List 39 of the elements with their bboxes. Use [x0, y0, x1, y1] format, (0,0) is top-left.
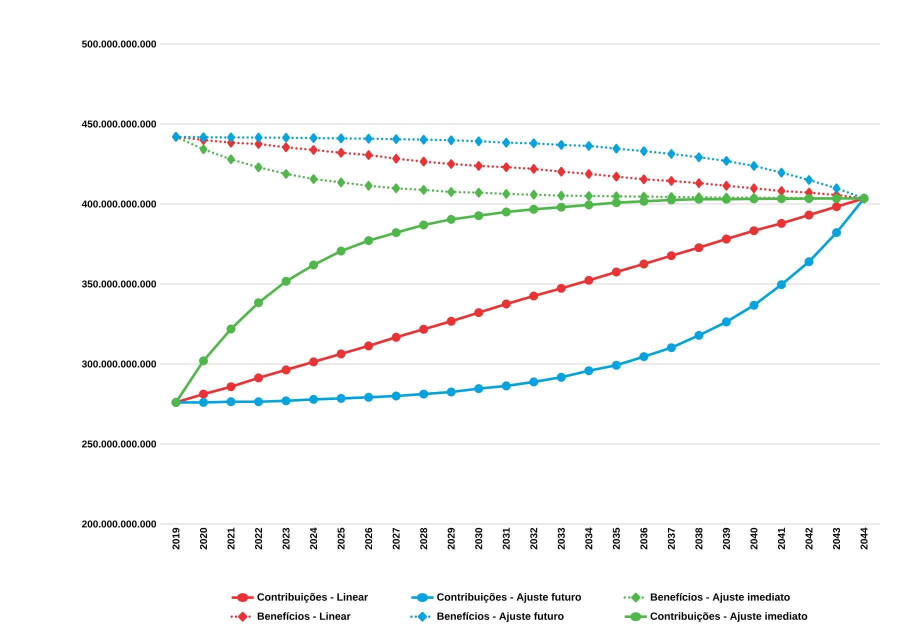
x-tick-label: 2032: [530, 528, 538, 550]
x-tick-label: 2027: [392, 528, 400, 550]
x-tick-label: 2033: [558, 528, 565, 550]
x-tick-label: 2037: [668, 528, 675, 550]
x-tick-label: 2029: [448, 528, 455, 550]
x-tick-label: 2038: [695, 528, 702, 550]
x-tick-label: 2022: [255, 528, 262, 550]
x-tick-label: 2020: [200, 528, 208, 550]
x-tick-label: 2030: [475, 528, 482, 550]
x-tick-label: 2031: [502, 528, 510, 550]
x-tick-label: 2042: [805, 528, 813, 550]
x-tick-label: 2044: [860, 528, 868, 550]
y-tick-label: 250.000.000.000: [82, 440, 156, 448]
x-tick-label: 2024: [310, 528, 318, 550]
y-tick-label: 350.000.000.000: [82, 280, 156, 288]
x-tick-label: 2023: [282, 528, 290, 550]
legend-label: Benefícios - Linear: [258, 612, 350, 620]
x-tick-label: 2039: [722, 528, 730, 550]
y-tick-label: 400.000.000.000: [82, 200, 156, 208]
x-tick-label: 2036: [640, 528, 648, 550]
y-tick-label: 500.000.000.000: [82, 40, 156, 48]
x-tick-label: 2035: [612, 528, 620, 550]
x-tick-label: 2025: [338, 528, 345, 550]
x-tick-label: 2021: [227, 528, 235, 550]
legend-label: Contribuições - Linear: [257, 593, 368, 603]
x-tick-label: 2043: [832, 528, 840, 550]
x-tick-label: 2026: [365, 528, 372, 550]
y-tick-label: 200.000.000.000: [82, 520, 156, 528]
legend-label: Contribuições - Ajuste imediato: [650, 612, 808, 622]
x-tick-label: 2041: [778, 528, 785, 550]
x-tick-label: 2040: [750, 528, 758, 550]
y-tick-label: 300.000.000.000: [82, 360, 156, 368]
x-tick-label: 2019: [172, 528, 180, 550]
x-tick-label: 2028: [420, 528, 428, 550]
legend-label: Benefícios - Ajuste futuro: [437, 612, 564, 622]
legend-label: Benefícios - Ajuste imediato: [650, 592, 790, 603]
x-tick-label: 2034: [585, 528, 592, 550]
legend-label: Contribuições - Ajuste futuro: [437, 593, 582, 603]
y-tick-label: 450.000.000.000: [82, 120, 156, 128]
